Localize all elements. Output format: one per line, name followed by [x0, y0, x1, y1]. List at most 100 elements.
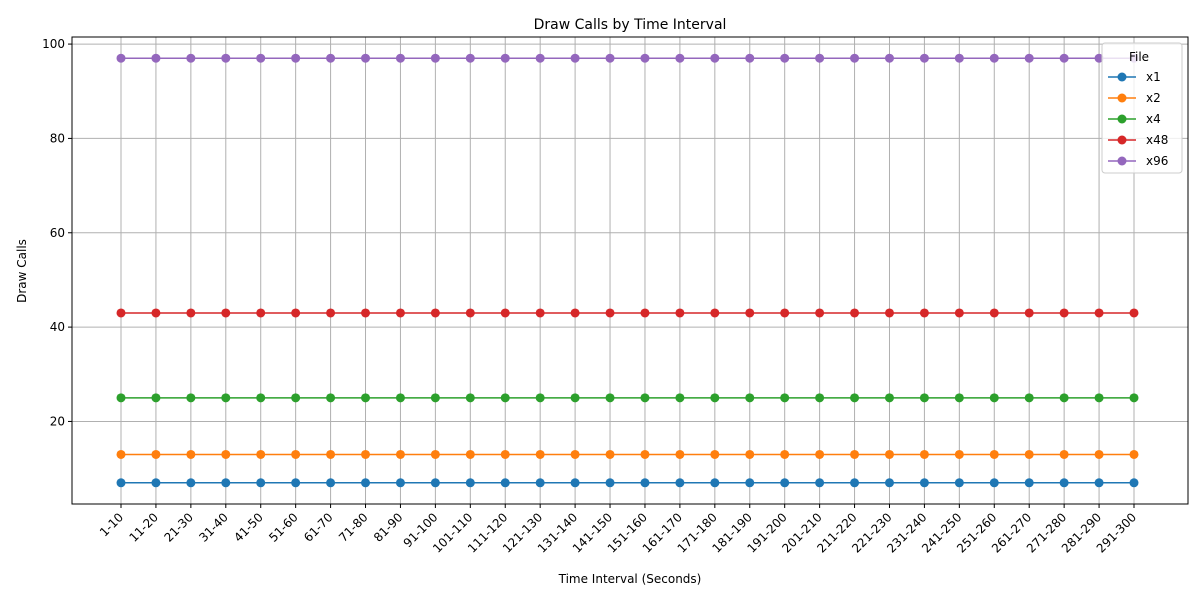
data-point: [151, 449, 161, 459]
data-point: [151, 308, 161, 318]
data-point: [326, 393, 336, 403]
series-lines: [116, 53, 1139, 488]
chart-title: Draw Calls by Time Interval: [534, 17, 727, 33]
grid-lines: [72, 37, 1188, 504]
data-point: [710, 478, 720, 488]
data-point: [430, 53, 440, 63]
data-point: [361, 449, 371, 459]
data-point: [815, 53, 825, 63]
plot-frame: [71, 36, 1189, 505]
y-axis-title: Draw Calls: [15, 239, 29, 303]
legend-swatch-marker: [1117, 135, 1127, 145]
data-point: [395, 478, 405, 488]
data-point: [780, 308, 790, 318]
data-point: [954, 393, 964, 403]
data-point: [186, 478, 196, 488]
data-point: [430, 449, 440, 459]
data-point: [710, 449, 720, 459]
y-axis: 20 40 60 80 100: [42, 37, 72, 428]
data-point: [1024, 393, 1034, 403]
data-point: [186, 53, 196, 63]
data-point: [919, 449, 929, 459]
data-point: [640, 308, 650, 318]
data-point: [500, 393, 510, 403]
data-point: [605, 449, 615, 459]
legend-item-x4: x4: [1108, 112, 1161, 126]
data-point: [954, 478, 964, 488]
data-point: [884, 308, 894, 318]
data-point: [361, 478, 371, 488]
data-point: [954, 53, 964, 63]
data-point: [570, 449, 580, 459]
data-point: [605, 393, 615, 403]
data-point: [605, 308, 615, 318]
data-point: [675, 449, 685, 459]
data-point: [256, 478, 266, 488]
data-point: [465, 393, 475, 403]
data-point: [326, 53, 336, 63]
data-point: [919, 308, 929, 318]
data-point: [989, 393, 999, 403]
data-point: [815, 308, 825, 318]
data-point: [884, 53, 894, 63]
data-point: [221, 393, 231, 403]
data-point: [256, 308, 266, 318]
data-point: [780, 53, 790, 63]
data-point: [570, 393, 580, 403]
data-point: [291, 393, 301, 403]
legend-item-x48: x48: [1108, 133, 1168, 147]
data-point: [395, 393, 405, 403]
data-point: [186, 308, 196, 318]
data-point: [151, 393, 161, 403]
legend-label: x1: [1146, 70, 1161, 84]
data-point: [500, 449, 510, 459]
data-point: [850, 393, 860, 403]
data-point: [361, 53, 371, 63]
data-point: [850, 53, 860, 63]
data-point: [884, 393, 894, 403]
legend-item-x96: x96: [1108, 154, 1168, 168]
data-point: [640, 449, 650, 459]
data-point: [395, 308, 405, 318]
data-point: [710, 53, 720, 63]
data-point: [361, 393, 371, 403]
data-point: [116, 393, 126, 403]
data-point: [535, 478, 545, 488]
data-point: [186, 393, 196, 403]
data-point: [954, 308, 964, 318]
data-point: [989, 53, 999, 63]
legend-swatch-marker: [1117, 72, 1127, 82]
legend-item-x2: x2: [1108, 91, 1161, 105]
y-tick-label: 80: [50, 131, 65, 145]
data-point: [535, 308, 545, 318]
data-point: [1129, 393, 1139, 403]
data-point: [640, 478, 650, 488]
legend: File x1 x2 x4 x48 x96: [1101, 42, 1183, 174]
y-tick-label: 20: [50, 414, 65, 428]
data-point: [430, 308, 440, 318]
data-point: [535, 393, 545, 403]
data-point: [500, 478, 510, 488]
data-point: [640, 53, 650, 63]
data-point: [1129, 449, 1139, 459]
series-x48: [116, 308, 1139, 318]
legend-label: x4: [1146, 112, 1161, 126]
data-point: [850, 449, 860, 459]
data-point: [221, 53, 231, 63]
data-point: [570, 478, 580, 488]
data-point: [570, 308, 580, 318]
legend-swatch-marker: [1117, 156, 1127, 166]
data-point: [745, 478, 755, 488]
data-point: [605, 478, 615, 488]
legend-item-x1: x1: [1108, 70, 1161, 84]
data-point: [919, 478, 929, 488]
data-point: [850, 478, 860, 488]
data-point: [745, 53, 755, 63]
data-point: [116, 478, 126, 488]
data-point: [256, 449, 266, 459]
data-point: [1059, 53, 1069, 63]
data-point: [465, 53, 475, 63]
data-point: [1129, 478, 1139, 488]
data-point: [326, 478, 336, 488]
